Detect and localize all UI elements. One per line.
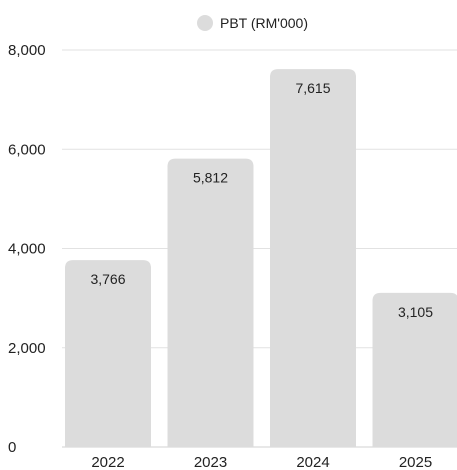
x-tick-label-2024: 2024	[296, 454, 329, 470]
y-axis-tick-labels: 0 2,000 4,000 6,000 8,000	[8, 42, 46, 456]
data-labels: 3,766 5,812 7,615 3,105	[90, 80, 433, 320]
bars	[65, 69, 457, 447]
legend-swatch	[197, 15, 213, 31]
data-label-2022: 3,766	[90, 271, 125, 287]
y-tick-label: 4,000	[8, 241, 46, 258]
bar-2024	[270, 69, 356, 447]
y-tick-label: 0	[8, 439, 16, 456]
data-label-2025: 3,105	[398, 304, 433, 320]
bar-2023	[167, 158, 254, 447]
bar-2022	[65, 260, 151, 447]
data-label-2024: 7,615	[295, 80, 330, 96]
data-label-2023: 5,812	[193, 170, 228, 186]
y-tick-label: 8,000	[8, 42, 46, 59]
x-tick-label-2025: 2025	[399, 454, 432, 470]
y-tick-label: 6,000	[8, 141, 46, 158]
x-tick-label-2022: 2022	[91, 454, 124, 470]
x-axis-tick-labels: 2022 2023 2024 2025	[91, 454, 432, 470]
y-tick-label: 2,000	[8, 340, 46, 357]
legend: PBT (RM'000)	[197, 15, 308, 31]
x-tick-label-2023: 2023	[194, 454, 227, 470]
legend-label: PBT (RM'000)	[220, 15, 308, 31]
bar-2025	[372, 292, 457, 447]
